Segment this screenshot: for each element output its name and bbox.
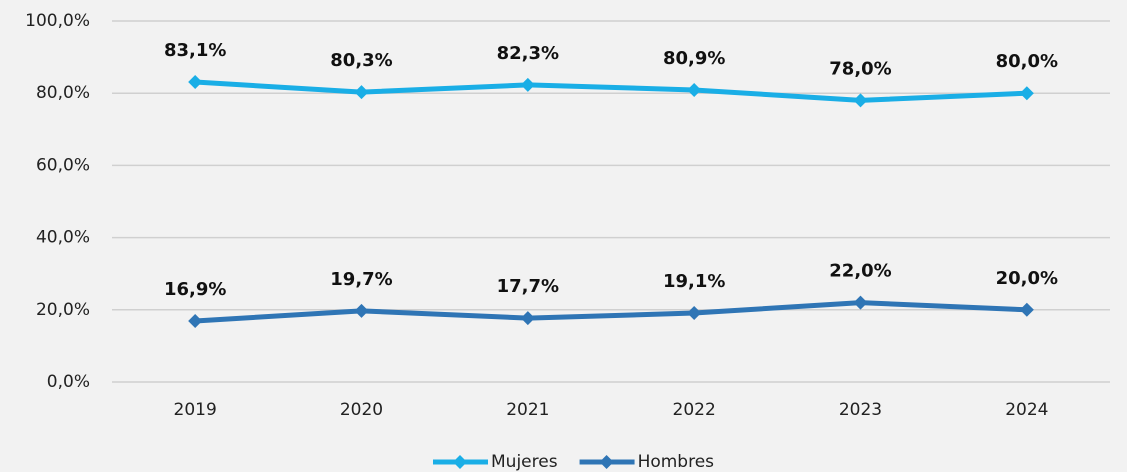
data-label: 20,0% <box>996 268 1058 289</box>
y-tick-label: 80,0% <box>36 83 90 103</box>
marker <box>354 85 369 100</box>
data-label: 17,7% <box>497 276 559 297</box>
data-label: 83,1% <box>164 40 226 61</box>
y-tick-label: 40,0% <box>36 228 90 248</box>
marker <box>354 303 369 318</box>
data-label: 80,9% <box>663 48 725 69</box>
x-tick-label: 2020 <box>340 400 383 420</box>
data-label: 16,9% <box>164 279 226 300</box>
data-label: 22,0% <box>829 261 891 282</box>
y-tick-label: 100,0% <box>25 11 90 31</box>
x-tick-label: 2019 <box>174 400 217 420</box>
marker <box>188 313 203 328</box>
marker <box>520 77 535 92</box>
marker <box>1019 86 1034 101</box>
data-label: 19,7% <box>330 269 392 290</box>
data-label: 19,1% <box>663 271 725 292</box>
y-tick-label: 60,0% <box>36 155 90 175</box>
marker <box>687 82 702 97</box>
series-line <box>195 79 1027 103</box>
legend-marker <box>599 455 614 469</box>
x-tick-label: 2023 <box>839 400 882 420</box>
data-label: 80,0% <box>996 51 1058 72</box>
x-tick-label: 2021 <box>506 400 549 420</box>
y-tick-label: 20,0% <box>36 300 90 320</box>
marker <box>188 75 203 90</box>
marker <box>853 93 868 108</box>
x-tick-label: 2022 <box>673 400 716 420</box>
marker <box>687 306 702 321</box>
x-tick-label: 2024 <box>1005 400 1048 420</box>
y-tick-label: 0,0% <box>47 372 90 392</box>
data-label: 80,3% <box>330 50 392 71</box>
marker <box>520 311 535 326</box>
legend-label: Hombres <box>638 452 715 472</box>
legend-marker <box>453 455 467 469</box>
series-line <box>195 300 1027 324</box>
legend-label: Mujeres <box>491 452 558 472</box>
marker <box>1019 302 1034 317</box>
marker <box>853 295 868 310</box>
data-label: 78,0% <box>829 58 891 79</box>
data-label: 82,3% <box>497 43 559 64</box>
